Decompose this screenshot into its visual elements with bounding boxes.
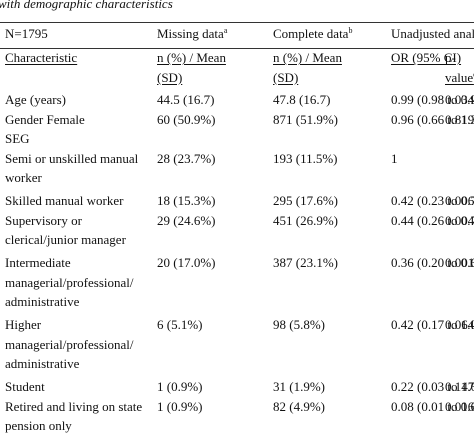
row-label: Skilled manual worker (5, 193, 124, 208)
cell: 18 (15.3%) (157, 193, 216, 208)
cell: 1 (0.9%) (157, 398, 203, 414)
row-label: Higher (5, 317, 42, 332)
cell: 0.96 (0.66 to 1.39) (391, 111, 474, 127)
cell: 0.034 (445, 92, 474, 107)
cell: 0.001 (445, 255, 474, 270)
cell: 0.147 (445, 379, 474, 394)
cell: 1 (391, 150, 398, 166)
subheader-cell: valuec (445, 69, 474, 85)
cell: 0.006 (445, 193, 474, 208)
header-cell: Missing dataa (157, 26, 228, 41)
subheader-cell: n (%) / Mean (273, 50, 342, 65)
row-label: SEG (5, 131, 30, 146)
subheader-cell: Characteristic (5, 50, 78, 65)
header-cell: Unadjusted analysis (391, 26, 474, 41)
cell: 295 (17.6%) (273, 193, 338, 208)
header-cell: N=1795 (5, 26, 48, 41)
cell: 60 (50.9%) (157, 111, 216, 127)
row-label: managerial/professional/ (5, 274, 134, 290)
caption: with demographic characteristics (0, 0, 173, 11)
row-label: managerial/professional/ (5, 336, 134, 352)
cell: 0.004 (445, 212, 474, 228)
row-label: Student (5, 379, 45, 394)
cell: 0.42 (0.23 to 0.78) (391, 193, 474, 208)
subheader-cell: OR (95% CI) (391, 50, 462, 65)
cell: 98 (5.8%) (273, 317, 325, 332)
cell: 44.5 (16.7) (157, 92, 215, 107)
cell: 20 (17.0%) (157, 255, 216, 270)
rule (0, 48, 474, 49)
subheader-cell: (SD) (273, 69, 299, 85)
cell: 29 (24.6%) (157, 212, 216, 228)
cell: 1 (0.9%) (157, 379, 203, 394)
row-label: pension only (5, 418, 72, 433)
cell: 871 (51.9%) (273, 111, 338, 127)
header-cell: Complete datab (273, 26, 353, 41)
cell: 6 (5.1%) (157, 317, 203, 332)
cell: 0.064 (445, 317, 474, 332)
row-label: administrative (5, 356, 80, 371)
subheader-cell: n (%) / Mean (157, 50, 226, 65)
cell: 0.22 (0.03 to 1.69) (391, 379, 474, 394)
row-label: Retired and living on state (5, 398, 143, 414)
cell: 0.44 (0.26 to 0.77) (391, 212, 474, 228)
row-label: Age (years) (5, 92, 66, 107)
subheader-cell: (SD) (157, 69, 183, 85)
row-label: clerical/junior manager (5, 232, 126, 247)
cell: 0.08 (0.01 to 0.62) (391, 398, 474, 414)
cell: 0.819 (445, 111, 474, 127)
cell: 0.36 (0.20 to 0.65) (391, 255, 474, 270)
cell: 0.42 (0.17 to 1.05) (391, 317, 474, 332)
cell: 31 (1.9%) (273, 379, 325, 394)
cell: 82 (4.9%) (273, 398, 325, 414)
row-label: worker (5, 170, 42, 185)
row-label: Supervisory or (5, 212, 82, 228)
row-label: Gender Female (5, 111, 85, 127)
cell: 387 (23.1%) (273, 255, 338, 270)
cell: 47.8 (16.7) (273, 92, 331, 107)
subheader-cell: p- (445, 50, 456, 65)
cell: 0.016 (445, 398, 474, 414)
cell: 0.99 (0.98 to 0.99) (391, 92, 474, 107)
row-label: Semi or unskilled manual (5, 150, 139, 166)
cell: 451 (26.9%) (273, 212, 338, 228)
rule (0, 22, 474, 23)
row-label: Intermediate (5, 255, 71, 270)
cell: 193 (11.5%) (273, 150, 338, 166)
cell: 28 (23.7%) (157, 150, 216, 166)
row-label: administrative (5, 294, 80, 309)
